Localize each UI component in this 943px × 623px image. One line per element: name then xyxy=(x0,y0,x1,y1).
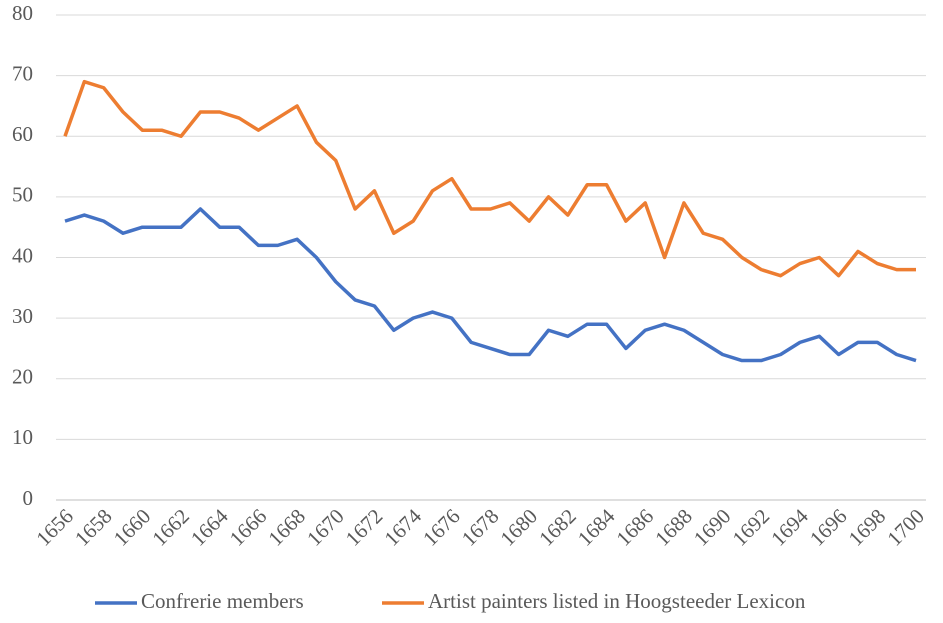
x-tick-label: 1660 xyxy=(109,504,156,551)
x-tick-label: 1696 xyxy=(805,504,852,551)
legend-label: Confrerie members xyxy=(141,589,304,613)
x-tick-label: 1688 xyxy=(650,504,697,551)
x-tick-label: 1672 xyxy=(341,504,388,551)
x-tick-label: 1680 xyxy=(495,504,542,551)
x-tick-label: 1700 xyxy=(882,504,929,551)
y-tick-label: 0 xyxy=(23,486,34,510)
y-tick-label: 20 xyxy=(12,365,33,389)
x-tick-label: 1684 xyxy=(573,504,620,551)
x-tick-label: 1658 xyxy=(70,504,117,551)
y-tick-label: 40 xyxy=(12,243,33,267)
x-tick-label: 1656 xyxy=(31,504,78,551)
y-tick-label: 50 xyxy=(12,183,33,207)
x-tick-label: 1690 xyxy=(689,504,736,551)
x-tick-label: 1694 xyxy=(766,504,813,551)
x-tick-label: 1674 xyxy=(379,504,426,551)
x-tick-label: 1664 xyxy=(186,504,233,551)
x-tick-label: 1662 xyxy=(147,504,194,551)
y-tick-label: 80 xyxy=(12,1,33,25)
data-line xyxy=(63,79,916,278)
x-tick-label: 1698 xyxy=(844,504,891,551)
legend-label: Artist painters listed in Hoogsteeder Le… xyxy=(428,589,806,613)
x-tick-label: 1666 xyxy=(225,504,272,551)
y-tick-label: 10 xyxy=(12,425,33,449)
x-tick-label: 1678 xyxy=(457,504,504,551)
x-tick-label: 1668 xyxy=(263,504,310,551)
y-tick-label: 70 xyxy=(12,61,33,85)
y-tick-label: 60 xyxy=(12,122,33,146)
data-line xyxy=(64,207,917,363)
y-tick-label: 30 xyxy=(12,304,33,328)
x-tick-label: 1682 xyxy=(534,504,581,551)
x-tick-label: 1670 xyxy=(302,504,349,551)
x-tick-label: 1686 xyxy=(611,504,658,551)
x-tick-label: 1692 xyxy=(728,504,775,551)
x-tick-label: 1676 xyxy=(418,504,465,551)
